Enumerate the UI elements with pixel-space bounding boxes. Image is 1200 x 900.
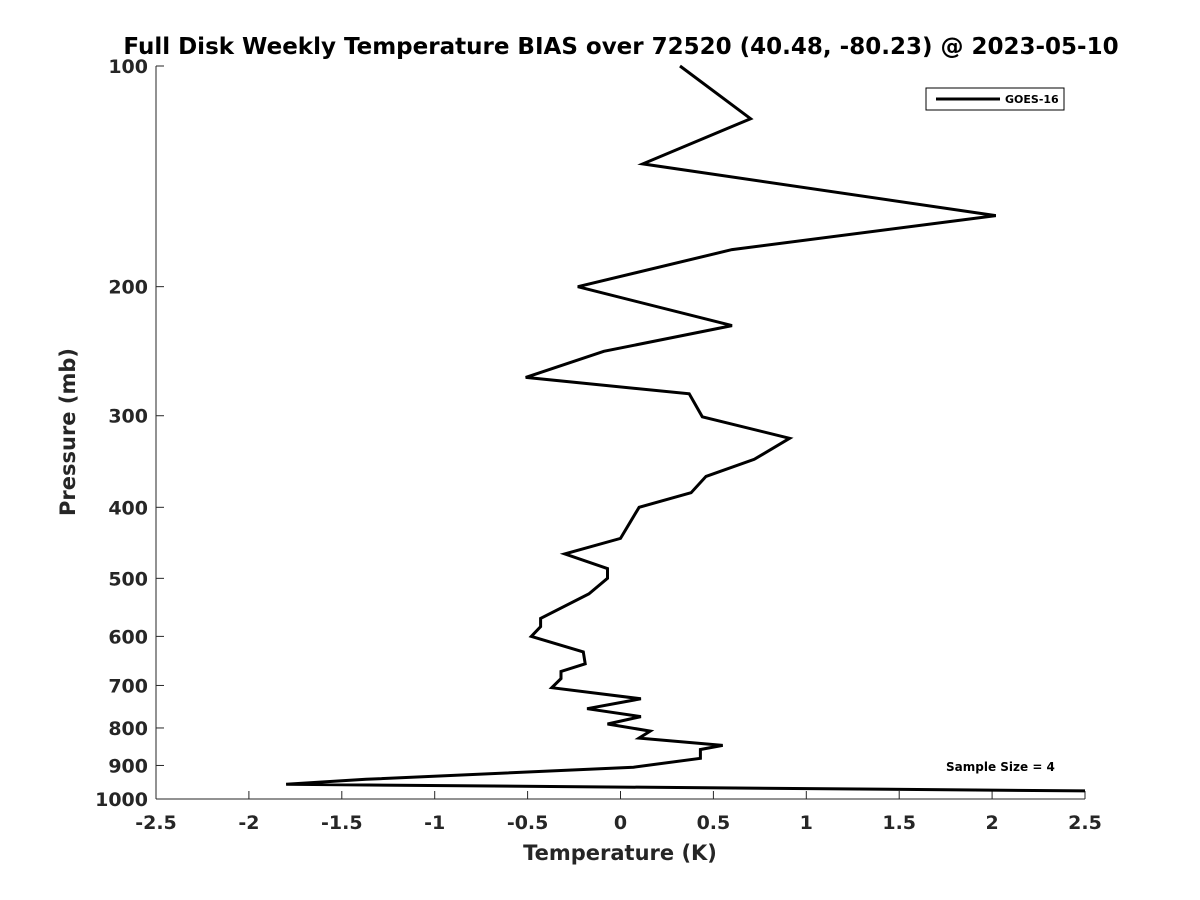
- legend-label: GOES-16: [1005, 93, 1059, 106]
- x-tick-label: 2: [985, 812, 998, 834]
- y-tick-label: 800: [108, 718, 148, 740]
- y-axis-label: Pressure (mb): [56, 348, 80, 516]
- x-tick-label: -2: [238, 812, 259, 834]
- series-line-goes-16: [286, 64, 1086, 793]
- y-tick-label: 300: [108, 406, 148, 428]
- y-tick-label: 400: [108, 497, 148, 519]
- x-tick-label: 0: [614, 812, 627, 834]
- x-axis-label: Temperature (K): [523, 841, 717, 865]
- y-tick-label: 600: [108, 626, 148, 648]
- x-tick-label: 0.5: [697, 812, 731, 834]
- chart-title: Full Disk Weekly Temperature BIAS over 7…: [123, 34, 1118, 60]
- y-tick-label: 700: [108, 675, 148, 697]
- y-tick-label: 200: [108, 277, 148, 299]
- x-tick-label: -1.5: [321, 812, 363, 834]
- sample-size-annotation: Sample Size = 4: [946, 760, 1055, 774]
- legend: GOES-16: [925, 87, 1065, 111]
- y-tick-label: 1000: [95, 789, 148, 811]
- x-tick-label: -0.5: [507, 812, 549, 834]
- x-tick-label: -2.5: [135, 812, 177, 834]
- y-tick-label: 500: [108, 568, 148, 590]
- x-tick-label: -1: [424, 812, 445, 834]
- x-tick-label: 1.5: [882, 812, 916, 834]
- y-tick-label: 100: [108, 56, 148, 78]
- y-tick-label: 900: [108, 755, 148, 777]
- x-tick-label: 1: [800, 812, 813, 834]
- x-tick-label: 2.5: [1068, 812, 1102, 834]
